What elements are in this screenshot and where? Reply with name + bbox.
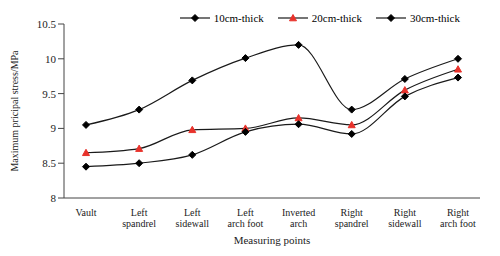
svg-text:8.5: 8.5 [42, 157, 56, 169]
html-text:10cm-thick: 10cm-thick [213, 12, 264, 24]
svg-text:Rightspandrel: Rightspandrel [335, 207, 369, 229]
svg-text:10.5: 10.5 [37, 18, 57, 30]
svg-text:Maximum pricipal stress/MPa: Maximum pricipal stress/MPa [9, 50, 20, 172]
svg-text:9: 9 [51, 122, 57, 134]
svg-text:Rightsidewall: Rightsidewall [388, 207, 422, 229]
svg-text:Vault: Vault [75, 207, 96, 218]
svg-text:Leftsidewall: Leftsidewall [176, 207, 210, 229]
svg-text:Leftspandrel: Leftspandrel [122, 207, 156, 229]
svg-text:9.5: 9.5 [42, 88, 56, 100]
html-text:30cm-thick: 30cm-thick [409, 12, 460, 24]
svg-text:8: 8 [51, 192, 57, 204]
svg-text:Leftarch foot: Leftarch foot [228, 207, 264, 229]
html-text:20cm-thick: 20cm-thick [311, 12, 362, 24]
svg-text:Invertedarch: Invertedarch [282, 207, 315, 229]
svg-text:Measuring points: Measuring points [234, 234, 311, 246]
svg-text:Rightarch foot: Rightarch foot [440, 207, 476, 229]
svg-text:10: 10 [45, 53, 57, 65]
